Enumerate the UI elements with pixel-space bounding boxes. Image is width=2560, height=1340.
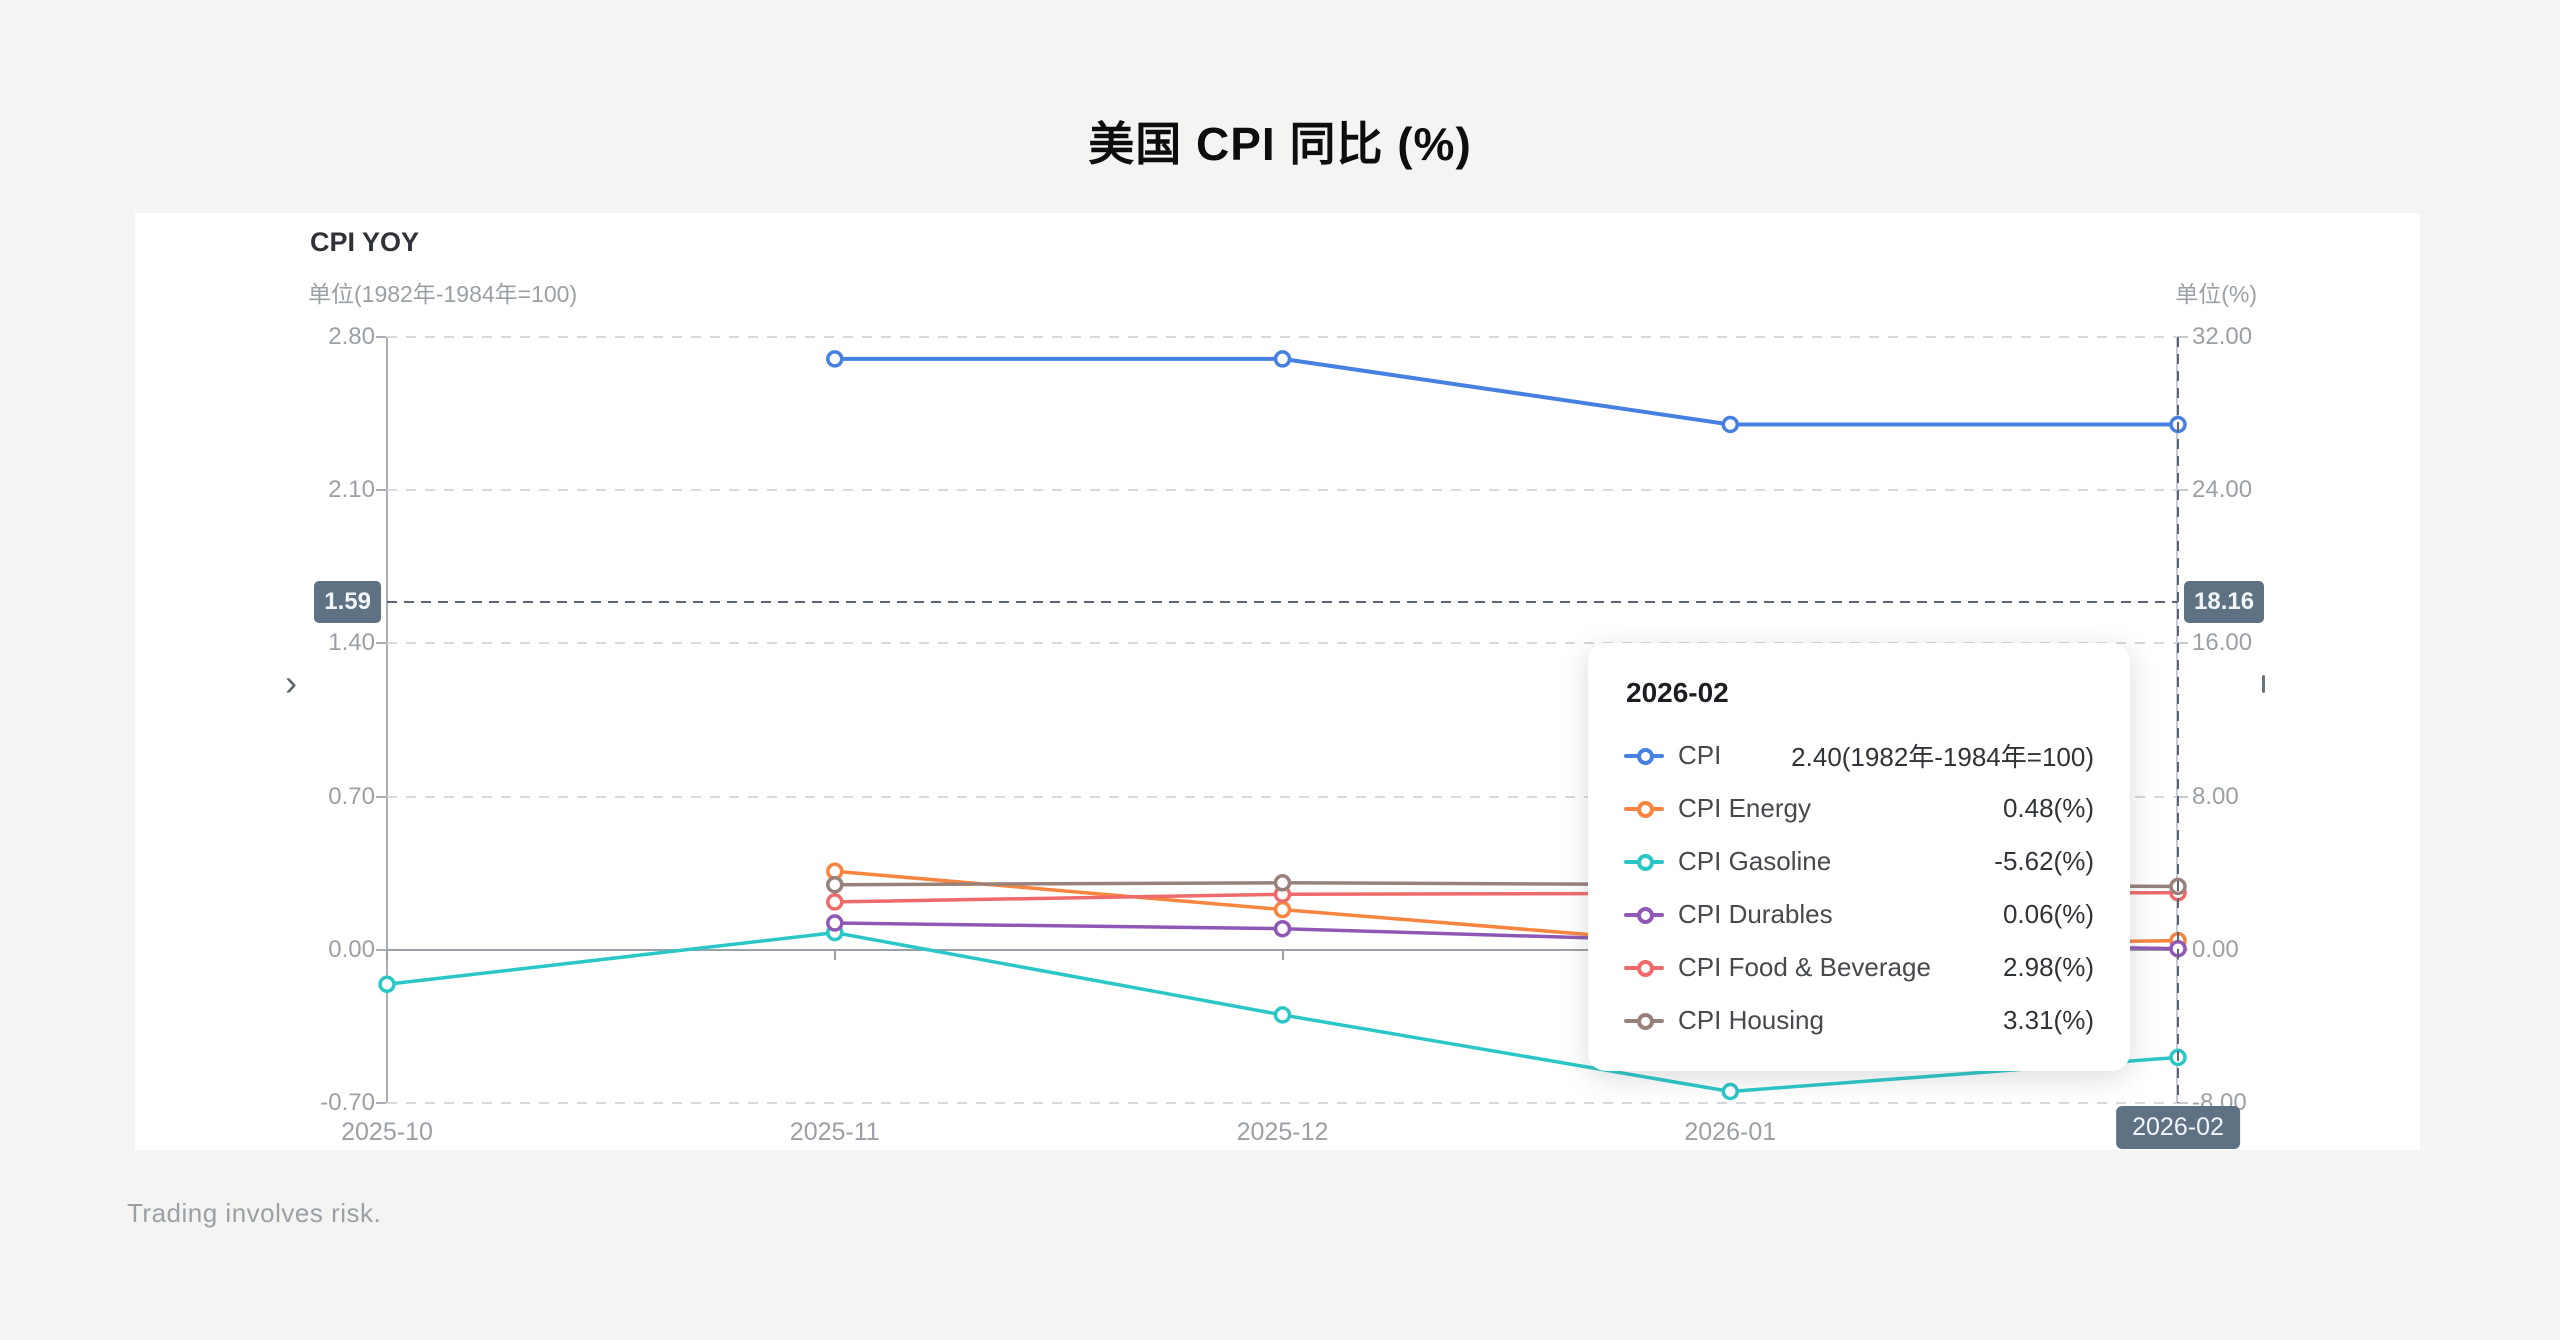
tooltip-row: CPI Housing 3.31(%) xyxy=(1624,994,2094,1047)
collapse-left-handle[interactable]: › xyxy=(285,662,297,703)
tooltip-series-value: 2.98(%) xyxy=(2002,952,2094,982)
data-point-marker[interactable] xyxy=(826,875,844,894)
right-axis-tick-label: 24.00 xyxy=(2192,476,2253,504)
left-axis-tick-label: 1.40 xyxy=(328,629,375,657)
left-axis-tick-label: 0.70 xyxy=(328,782,375,810)
x-axis-label: 2025-12 xyxy=(1236,1118,1329,1146)
h-gridline xyxy=(387,489,2178,492)
x-axis-label: 2025-11 xyxy=(789,1118,880,1146)
x-axis-label: 2025-10 xyxy=(341,1118,433,1146)
tooltip-series-label: CPI Food & Beverage xyxy=(1678,952,1931,982)
x-axis-label: 2026-01 xyxy=(1684,1118,1777,1146)
series-symbol-icon xyxy=(1624,794,1664,824)
right-axis-tick xyxy=(2178,336,2188,338)
chart-tooltip: 2026-02 CPI 2.40(1982年-1984年=100) CPI Ener… xyxy=(1588,643,2130,1071)
tooltip-row: CPI Energy 0.48(%) xyxy=(1624,782,2094,835)
h-gridline xyxy=(387,642,2178,645)
x-axis-tick xyxy=(1281,949,1284,960)
tooltip-series-label: CPI xyxy=(1678,740,1722,770)
left-axis-tick-label: 2.80 xyxy=(328,323,375,350)
right-axis-tick-label: 16.00 xyxy=(2192,629,2253,657)
right-axis-tick xyxy=(2178,795,2188,798)
left-axis-tick-label: 2.10 xyxy=(328,476,375,504)
h-gridline xyxy=(387,1102,2178,1104)
right-axis-unit-label: 单位(%) xyxy=(2175,281,2257,307)
tooltip-row: CPI 2.40(1982年-1984年=100) xyxy=(1624,729,2094,782)
tooltip-date: 2026-02 xyxy=(1626,677,1729,708)
left-axis-tick xyxy=(376,489,386,492)
tooltip-series-value: -5.62(%) xyxy=(1994,846,2094,876)
left-axis-crosshair-badge: 1.59 xyxy=(314,581,381,624)
left-axis-tick-label: 0.00 xyxy=(328,935,375,963)
x-axis-tick xyxy=(386,949,388,960)
right-axis-crosshair-badge: 18.16 xyxy=(2184,581,2265,624)
collapse-right-handle[interactable] xyxy=(2262,675,2265,693)
crosshair-horizontal-line xyxy=(387,601,2178,604)
chart-panel: CPI YOY 单位(1982年-1984年=100) 单位(%) 2.80 32… xyxy=(135,213,2420,1150)
data-point-marker[interactable] xyxy=(826,914,844,932)
right-axis-tick-label: 32.00 xyxy=(2192,323,2253,350)
data-point-marker[interactable] xyxy=(1273,1006,1292,1024)
data-point-marker[interactable] xyxy=(378,975,396,994)
left-axis-tick-label: -0.70 xyxy=(320,1089,375,1116)
tooltip-series-value: 2.40(1982年-1984年=100) xyxy=(1791,742,2094,772)
data-point-marker[interactable] xyxy=(826,893,844,911)
tooltip-series-value: 0.06(%) xyxy=(2002,899,2094,929)
h-gridline xyxy=(387,336,2178,338)
left-axis-tick xyxy=(376,642,386,645)
series-line xyxy=(832,356,2180,427)
data-point-marker[interactable] xyxy=(1273,874,1292,892)
series-symbol-icon xyxy=(1624,847,1664,877)
right-axis-tick-label: 8.00 xyxy=(2192,782,2239,810)
series-symbol-icon xyxy=(1624,953,1664,983)
tooltip-series-label: CPI Durables xyxy=(1678,899,1833,929)
x-axis-crosshair-badge: 2026-02 xyxy=(2116,1106,2240,1149)
page-title: 美国 CPI 同比 (%) xyxy=(1088,118,1472,170)
left-axis-line xyxy=(386,337,388,1103)
series-symbol-icon xyxy=(1624,900,1664,930)
tooltip-row: CPI Gasoline -5.62(%) xyxy=(1624,835,2094,888)
tooltip-series-value: 3.31(%) xyxy=(2002,1005,2094,1035)
left-axis-unit-label: 单位(1982年-1984年=100) xyxy=(308,281,578,307)
chart-title: CPI YOY xyxy=(310,227,420,257)
tooltip-series-value: 0.48(%) xyxy=(2002,793,2094,823)
h-gridline xyxy=(387,795,2178,798)
tooltip-row: CPI Food & Beverage 2.98(%) xyxy=(1624,941,2094,994)
data-point-marker[interactable] xyxy=(1273,919,1292,938)
series-symbol-icon xyxy=(1624,1006,1664,1036)
data-point-marker[interactable] xyxy=(1273,350,1292,368)
right-axis-tick xyxy=(2178,642,2188,645)
right-axis-tick xyxy=(2178,1102,2188,1104)
crosshair-vertical-line xyxy=(2177,337,2179,1103)
left-axis-tick xyxy=(376,336,386,338)
data-point-marker[interactable] xyxy=(1273,900,1292,919)
right-axis-tick xyxy=(2178,489,2188,492)
tooltip-series-label: CPI Gasoline xyxy=(1678,846,1832,876)
risk-disclaimer: Trading involves risk. xyxy=(127,1198,382,1228)
data-point-marker[interactable] xyxy=(1721,1082,1740,1101)
tooltip-series-label: CPI Housing xyxy=(1678,1005,1824,1035)
plot-area[interactable]: 2.80 32.00 2.10 24.00 1.40 16.00 0.70 8.00 0.00 0… xyxy=(314,323,2265,1149)
tooltip-series-label: CPI Energy xyxy=(1678,793,1811,823)
right-axis-tick-label: 0.00 xyxy=(2192,935,2239,963)
left-axis-tick xyxy=(376,795,386,798)
x-axis-tick xyxy=(833,949,836,960)
series-symbol-icon xyxy=(1624,741,1664,771)
data-point-marker[interactable] xyxy=(826,350,844,368)
data-point-marker[interactable] xyxy=(1721,415,1740,434)
tooltip-row: CPI Durables 0.06(%) xyxy=(1624,888,2094,941)
left-axis-tick xyxy=(376,948,386,951)
left-axis-tick xyxy=(376,1102,386,1104)
